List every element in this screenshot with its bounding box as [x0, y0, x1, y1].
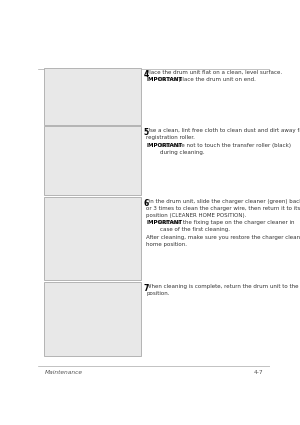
Text: 4: 4 — [143, 70, 148, 79]
Text: IMPORTANT: IMPORTANT — [146, 143, 182, 147]
Text: On the drum unit, slide the charger cleaner (green) back and forth 2: On the drum unit, slide the charger clea… — [146, 198, 300, 204]
Text: case of the first cleaning.: case of the first cleaning. — [160, 227, 230, 232]
Text: position (CLEANER HOME POSITION).: position (CLEANER HOME POSITION). — [146, 213, 247, 218]
FancyBboxPatch shape — [44, 197, 141, 280]
Text: home position.: home position. — [146, 242, 187, 247]
FancyBboxPatch shape — [44, 68, 141, 125]
Text: Do not place the drum unit on end.: Do not place the drum unit on end. — [157, 77, 256, 82]
Text: during cleaning.: during cleaning. — [160, 150, 205, 155]
Text: Take care not to touch the transfer roller (black): Take care not to touch the transfer roll… — [157, 143, 291, 147]
Text: Use a clean, lint free cloth to clean dust and dirt away from the metal: Use a clean, lint free cloth to clean du… — [146, 128, 300, 133]
Text: Place the drum unit flat on a clean, level surface.: Place the drum unit flat on a clean, lev… — [146, 70, 282, 75]
Text: position.: position. — [146, 291, 170, 296]
Text: registration roller.: registration roller. — [146, 136, 195, 140]
Text: Maintenance: Maintenance — [44, 370, 82, 375]
Text: IMPORTANT: IMPORTANT — [146, 220, 182, 225]
FancyBboxPatch shape — [44, 282, 141, 356]
Text: When cleaning is complete, return the drum unit to the original: When cleaning is complete, return the dr… — [146, 283, 300, 289]
Text: 7: 7 — [143, 283, 149, 293]
Text: Remove the fixing tape on the charger cleaner in: Remove the fixing tape on the charger cl… — [157, 220, 295, 225]
Text: 4-7: 4-7 — [254, 370, 263, 375]
Text: 6: 6 — [143, 198, 148, 207]
Text: IMPORTANT: IMPORTANT — [146, 77, 182, 82]
Text: or 3 times to clean the charger wire, then return it to its original: or 3 times to clean the charger wire, th… — [146, 206, 300, 211]
Text: After cleaning, make sure you restore the charger cleaner to its: After cleaning, make sure you restore th… — [146, 235, 300, 240]
FancyBboxPatch shape — [44, 126, 141, 195]
Text: 5: 5 — [143, 128, 148, 137]
